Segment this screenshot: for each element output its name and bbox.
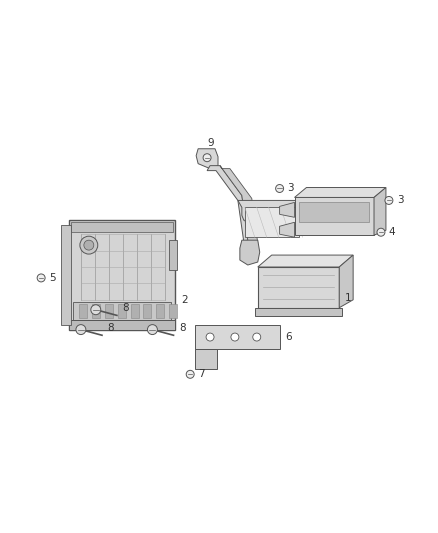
Bar [195,325,279,350]
Ellipse shape [206,333,214,341]
Bar [195,350,217,369]
Ellipse shape [385,197,393,204]
Ellipse shape [91,305,101,314]
Polygon shape [220,166,258,243]
Bar [294,197,374,235]
Bar [105,304,113,318]
Polygon shape [238,200,314,220]
Bar [79,304,87,318]
Polygon shape [258,255,353,267]
Text: 4: 4 [389,227,396,237]
Bar [300,203,369,222]
Bar [258,267,339,308]
Polygon shape [240,240,260,265]
Ellipse shape [253,333,261,341]
Bar [69,220,175,329]
Text: 3: 3 [288,182,294,192]
Ellipse shape [186,370,194,378]
Text: 8: 8 [123,303,129,313]
Text: 8: 8 [108,322,114,333]
Ellipse shape [203,154,211,161]
Ellipse shape [148,325,157,335]
Bar [170,304,177,318]
Bar [92,304,100,318]
Bar [118,304,126,318]
Ellipse shape [76,325,86,335]
Bar [170,240,177,270]
Polygon shape [294,188,386,197]
Polygon shape [339,255,353,308]
Ellipse shape [37,274,45,282]
Polygon shape [207,166,248,242]
Ellipse shape [231,333,239,341]
Bar [69,320,175,329]
Text: 6: 6 [286,332,292,342]
Ellipse shape [276,184,283,192]
Ellipse shape [377,228,385,236]
Text: 7: 7 [198,369,205,379]
Text: 1: 1 [345,293,352,303]
Polygon shape [279,222,294,237]
Text: 5: 5 [49,273,56,283]
Bar [245,207,300,237]
Polygon shape [196,149,218,168]
Bar [255,308,342,316]
Bar [61,225,71,325]
Bar [73,302,171,320]
Bar [131,304,138,318]
Bar [71,222,173,232]
Bar [144,304,152,318]
Ellipse shape [80,236,98,254]
Bar [156,304,164,318]
Polygon shape [374,188,386,235]
Text: 8: 8 [179,322,186,333]
Text: 2: 2 [181,295,188,305]
Text: 3: 3 [397,196,403,205]
Text: 9: 9 [207,138,214,148]
Polygon shape [279,203,294,217]
Ellipse shape [84,240,94,250]
